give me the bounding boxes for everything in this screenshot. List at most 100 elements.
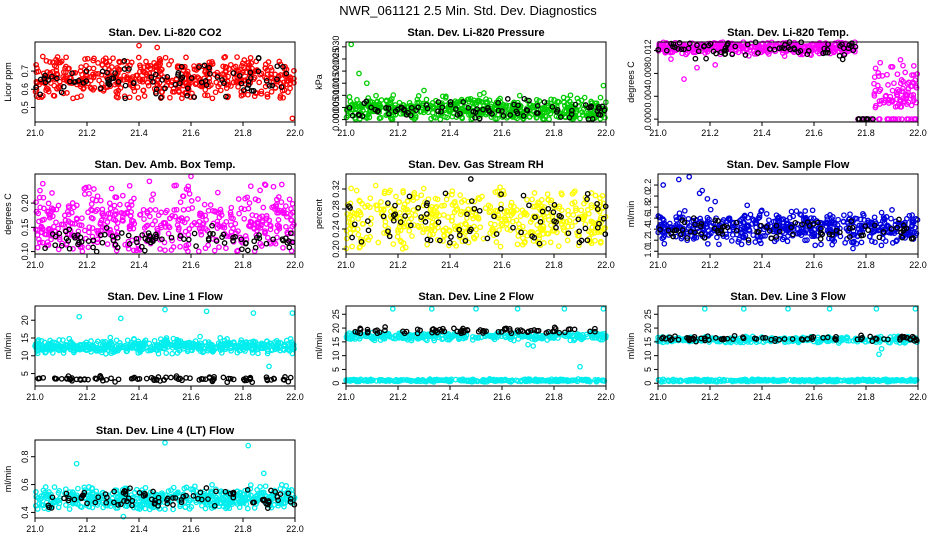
- data-point: [180, 206, 187, 213]
- data-points: [32, 306, 297, 386]
- x-tick-label: 21.0: [649, 260, 667, 270]
- y-tick-label: 0.10: [20, 243, 30, 261]
- data-point: [255, 68, 262, 75]
- data-point: [178, 76, 184, 82]
- x-tick-label: 21.6: [182, 260, 200, 270]
- data-point: [549, 103, 556, 110]
- data-point: [106, 200, 113, 207]
- x-tick-label: 21.6: [493, 260, 511, 270]
- data-point: [564, 237, 571, 244]
- data-point-outlier: [878, 209, 885, 216]
- data-point: [557, 114, 564, 120]
- data-point: [504, 96, 511, 102]
- x-tick-label: 21.8: [545, 260, 563, 270]
- data-point: [117, 201, 123, 208]
- data-point: [264, 234, 271, 241]
- data-point: [191, 63, 197, 69]
- data-point: [130, 80, 137, 86]
- data-point: [94, 193, 101, 200]
- data-point: [159, 77, 166, 83]
- data-point: [506, 102, 513, 109]
- data-point: [79, 248, 86, 255]
- data-point-outlier: [889, 207, 895, 213]
- data-point: [278, 84, 285, 90]
- y-axis-label: ml/min: [3, 333, 13, 360]
- data-point: [232, 63, 239, 70]
- data-point: [372, 106, 379, 113]
- x-tick-label: 21.4: [130, 392, 148, 402]
- y-tick-label: 0.005: [331, 96, 341, 119]
- data-point: [469, 115, 476, 122]
- data-point: [476, 207, 483, 214]
- data-point: [35, 94, 42, 101]
- data-point: [41, 80, 48, 87]
- data-point: [274, 76, 280, 83]
- data-point: [150, 191, 157, 198]
- x-axis: 21.0 21.2 21.4 21.6 21.8 22.0: [337, 254, 615, 270]
- data-point: [166, 61, 172, 68]
- data-point: [430, 105, 437, 112]
- x-tick-label: 21.4: [441, 260, 459, 270]
- data-point: [353, 187, 360, 194]
- data-point: [392, 108, 399, 115]
- data-point: [447, 101, 454, 108]
- data-point: [70, 95, 76, 102]
- y-tick-label: 2.2: [643, 179, 653, 192]
- data-point: [207, 70, 213, 77]
- data-point: [480, 106, 486, 113]
- data-point: [278, 199, 285, 205]
- data-point: [110, 75, 117, 82]
- data-point: [418, 192, 425, 199]
- data-point: [581, 94, 588, 101]
- data-point: [241, 215, 248, 222]
- data-point: [96, 77, 102, 84]
- data-point: [141, 76, 148, 83]
- data-point: [738, 44, 745, 51]
- data-point: [90, 244, 96, 251]
- data-point: [120, 77, 127, 83]
- data-point: [168, 374, 174, 381]
- data-point: [595, 111, 602, 118]
- data-point: [839, 56, 846, 63]
- data-point: [270, 79, 277, 86]
- data-point: [806, 44, 812, 51]
- data-point: [157, 246, 163, 252]
- data-point: [360, 107, 366, 114]
- data-point: [91, 186, 97, 192]
- data-point: [555, 243, 562, 249]
- data-point: [841, 212, 847, 219]
- data-point: [206, 64, 212, 71]
- data-point: [85, 244, 92, 251]
- data-point: [82, 69, 89, 76]
- data-point: [108, 375, 114, 382]
- data-point: [247, 183, 254, 190]
- data-point: [897, 56, 904, 63]
- data-point: [499, 108, 505, 114]
- data-point: [183, 70, 190, 77]
- x-tick-label: 21.2: [701, 128, 719, 138]
- data-point: [133, 72, 140, 79]
- data-point: [766, 217, 772, 224]
- data-point: [107, 334, 114, 341]
- data-point: [207, 202, 214, 208]
- data-point: [413, 107, 419, 113]
- data-point: [235, 196, 242, 202]
- data-point: [251, 238, 258, 245]
- data-point: [86, 229, 92, 236]
- data-point: [210, 231, 216, 237]
- data-point: [247, 69, 254, 76]
- data-point: [545, 217, 552, 223]
- y-axis: 0.100.150.20: [20, 194, 35, 260]
- data-point: [206, 59, 213, 66]
- data-point: [177, 243, 183, 250]
- data-point: [162, 85, 168, 92]
- data-point-outlier: [136, 42, 142, 49]
- data-point: [113, 224, 120, 231]
- plot-frame: [657, 173, 919, 255]
- data-point: [113, 94, 120, 100]
- data-point: [58, 58, 65, 65]
- data-point: [49, 190, 55, 196]
- x-tick-label: 22.0: [909, 128, 927, 138]
- data-point: [534, 102, 541, 109]
